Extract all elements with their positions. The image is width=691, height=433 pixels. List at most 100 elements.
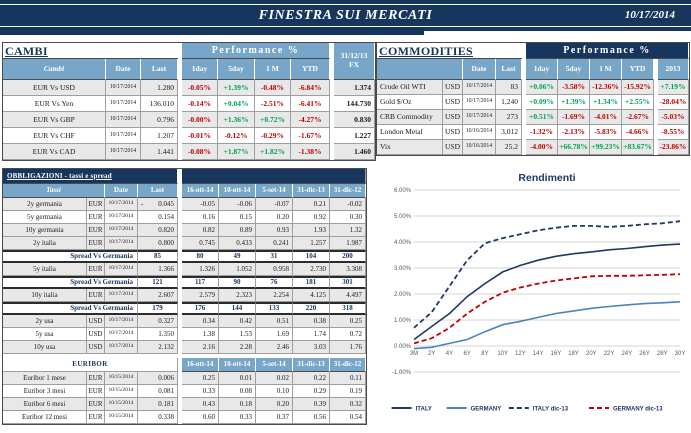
fx-cell: 1.227 xyxy=(334,128,375,144)
perf-cell: -28.04% xyxy=(658,95,689,110)
page-title: FINESTRA SUI MERCATI xyxy=(258,8,433,23)
y-axis-tick-label: 5.00% xyxy=(394,214,412,220)
currency-cell: EUR xyxy=(87,263,105,276)
spread-label: Spread Vs Germania xyxy=(3,302,138,315)
value-cell: 2.323 xyxy=(219,289,256,302)
perf-cell: -0.12% xyxy=(218,128,255,144)
banner-rule-top xyxy=(0,4,691,5)
last-cell: 1.280 xyxy=(141,80,178,96)
value-cell: 1.93 xyxy=(293,224,330,237)
column-header-name: Tassi xyxy=(3,184,105,198)
row-label: CRB Commodity xyxy=(377,110,443,125)
value-cell: 0.241 xyxy=(256,237,293,250)
row-label: 2y germania xyxy=(3,198,87,211)
value-cell: 0.82 xyxy=(182,224,219,237)
fx-cell: 144.730 xyxy=(334,96,375,112)
value-cell: 2.28 xyxy=(219,341,256,354)
value-cell: 0.16 xyxy=(182,211,219,224)
currency-cell: USD xyxy=(87,315,105,328)
spread-value: 179 xyxy=(138,302,178,315)
value-cell: 1.052 xyxy=(219,263,256,276)
value-cell: 2.579 xyxy=(182,289,219,302)
last-cell: 3,012 xyxy=(496,125,522,140)
value-cell: 1.53 xyxy=(219,328,256,341)
column-header-perf: 1day xyxy=(526,59,558,80)
perf-cell: -4.01% xyxy=(590,110,622,125)
perf-cell: -2.67% xyxy=(622,110,654,125)
panel-title: OBBLIGAZIONI - tassi e spread xyxy=(3,169,178,184)
last-cell: 0.796 xyxy=(141,112,178,128)
value-cell: 0.19 xyxy=(330,385,366,398)
column-header-date: Date xyxy=(106,59,141,80)
panel-title-fill xyxy=(182,169,366,184)
value-cell: 0.745 xyxy=(182,237,219,250)
spread-label: Spread Vs Germania xyxy=(3,250,138,263)
column-header-last: Last xyxy=(138,184,178,198)
chart-title: Rendimenti xyxy=(518,172,575,184)
row-label: 10y germania xyxy=(3,224,87,237)
x-axis-tick-label: 18Y xyxy=(568,351,579,357)
spread-value: 76 xyxy=(256,276,293,289)
row-label: Gold $/Oz xyxy=(377,95,443,110)
perf-cell: +0.09% xyxy=(526,95,558,110)
value-cell: -0.05 xyxy=(182,198,219,211)
last-cell: 25.2 xyxy=(496,140,522,155)
row-label: Euribor 12 mesi xyxy=(3,411,87,424)
value-cell: 1.257 xyxy=(293,237,330,250)
value-cell: 0.60 xyxy=(182,411,219,424)
commodities-table: COMMODITIES Performance % Date Last 1day 5day… xyxy=(376,42,690,156)
column-header-perf: YTD xyxy=(291,59,330,80)
date-cell: 10/17/2014 xyxy=(105,328,138,341)
perf-cell: -2.51% xyxy=(255,96,291,112)
value-cell: 0.02 xyxy=(256,372,293,385)
date-cell: 10/15/2014 xyxy=(105,398,138,411)
perf-cell: -0.14% xyxy=(182,96,218,112)
series-line-germany xyxy=(413,301,681,350)
perf-cell: +2.55% xyxy=(622,95,654,110)
column-header-date-col: 10-ott-14 xyxy=(219,184,256,198)
row-label: Vix xyxy=(377,140,443,155)
value-cell: 1.987 xyxy=(330,237,366,250)
series-line-italy xyxy=(413,243,681,341)
column-header-date-col: 5-set-14 xyxy=(256,358,293,372)
currency-cell: USD xyxy=(443,80,463,95)
currency-cell: EUR xyxy=(87,372,105,385)
spread-value: 49 xyxy=(219,250,256,263)
column-header-date: Date xyxy=(463,59,496,80)
row-label: 2y usa xyxy=(3,315,87,328)
currency-cell: USD xyxy=(443,110,463,125)
last-cell: 0.006 xyxy=(138,372,178,385)
value-cell: 2.46 xyxy=(256,341,293,354)
date-cell: 10/17/2014 xyxy=(106,96,141,112)
perf-cell: -4.27% xyxy=(291,112,330,128)
y-axis-tick-label: 1.00% xyxy=(394,318,412,324)
last-cell: 0.800 xyxy=(138,237,178,250)
value-cell: 0.958 xyxy=(256,263,293,276)
value-cell: 0.42 xyxy=(219,315,256,328)
date-cell: 10/16/2014 xyxy=(463,140,496,155)
date-cell: 10/17/2014 xyxy=(106,128,141,144)
column-header-perf: 2013 xyxy=(658,59,689,80)
row-label: 5y usa xyxy=(3,328,87,341)
currency-cell: USD xyxy=(443,95,463,110)
value-cell: -0.06 xyxy=(219,198,256,211)
currency-cell: EUR xyxy=(87,289,105,302)
value-cell: 1.74 xyxy=(293,328,330,341)
header-banner: FINESTRA SUI MERCATI 10/17/2014 xyxy=(0,0,691,31)
column-header-last: Last xyxy=(496,59,522,80)
value-cell: 0.29 xyxy=(293,385,330,398)
rendimenti-chart: Rendimenti 6.00% 5.00% 4.00% 3.00% 2.00% 1.00%… xyxy=(378,166,690,428)
perf-cell: +99.23% xyxy=(590,140,622,155)
column-header-perf: 1 M xyxy=(590,59,622,80)
legend-label: GERMANY dic-13 xyxy=(613,407,663,413)
spread-value: 200 xyxy=(330,250,366,263)
date-cell: 10/15/2014 xyxy=(105,385,138,398)
row-label: EUR Vs CHF xyxy=(3,128,106,144)
perf-cell: -2.13% xyxy=(558,125,590,140)
value-cell: 0.39 xyxy=(293,398,330,411)
last-cell: 0.338 xyxy=(138,411,178,424)
value-cell: 0.21 xyxy=(293,198,330,211)
last-cell: 136.010 xyxy=(141,96,178,112)
date-cell: 10/15/2014 xyxy=(105,372,138,385)
perf-cell: -4.66% xyxy=(622,125,654,140)
